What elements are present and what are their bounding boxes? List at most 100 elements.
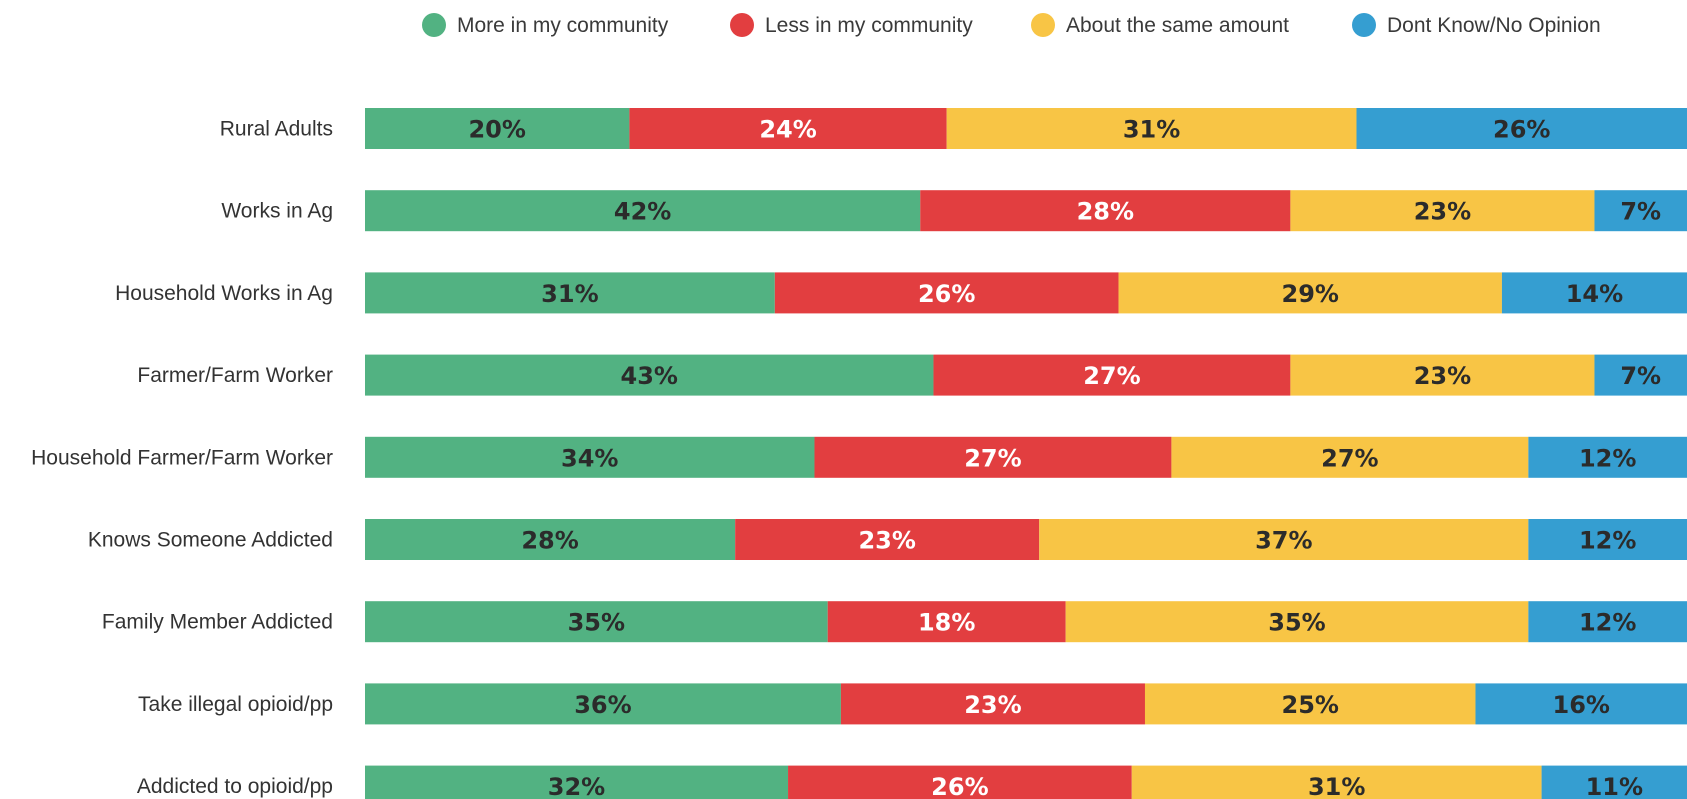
data-label-about-the-same-amount-works-in-ag: 23% (1414, 198, 1471, 226)
chart-legend: More in my community Less in my community… (422, 13, 1601, 37)
bar-segment-less-in-my-community-household-farmer-farm-worker (814, 436, 1172, 478)
bar-segment-more-in-my-community-rural-adults (365, 108, 630, 149)
data-label-more-in-my-community-rural-adults: 20% (468, 116, 525, 144)
legend-swatch-about-the-same-amount (1031, 13, 1055, 37)
data-label-dont-know-no-opinion-family-member-addicted: 12% (1579, 609, 1636, 637)
bar-segment-about-the-same-amount-household-works-in-ag (1118, 272, 1502, 314)
bar-row-household-farmer-farm-worker: 34% 27% 27% 12% (365, 436, 1687, 478)
data-label-about-the-same-amount-farmer-farm-worker: 23% (1414, 362, 1471, 390)
bar-segment-dont-know-no-opinion-works-in-ag (1594, 190, 1687, 232)
bar-segment-more-in-my-community-household-farmer-farm-worker (365, 436, 815, 478)
legend-item-less-in-my-community: Less in my community (730, 13, 973, 37)
bar-segment-less-in-my-community-farmer-farm-worker (933, 354, 1291, 396)
data-label-more-in-my-community-works-in-ag: 42% (614, 198, 671, 226)
data-label-about-the-same-amount-household-farmer-farm-worker: 27% (1321, 444, 1378, 472)
category-labels: Rural Adults Works in Ag Household Works i… (31, 118, 333, 799)
category-label-addicted-to-opioid-pp: Addicted to opioid/pp (137, 775, 333, 798)
bar-row-works-in-ag: 42% 28% 23% 7% (365, 190, 1687, 232)
data-label-less-in-my-community-rural-adults: 24% (759, 116, 816, 144)
data-label-about-the-same-amount-family-member-addicted: 35% (1268, 609, 1325, 637)
data-label-more-in-my-community-household-farmer-farm-worker: 34% (561, 444, 618, 472)
category-label-knows-someone-addicted: Knows Someone Addicted (88, 529, 333, 552)
legend-swatch-dont-know-no-opinion (1352, 13, 1376, 37)
data-label-less-in-my-community-take-illegal-opioid-pp: 23% (964, 691, 1021, 719)
legend-label-less-in-my-community: Less in my community (765, 14, 973, 37)
bar-segment-about-the-same-amount-family-member-addicted (1065, 601, 1529, 643)
data-label-about-the-same-amount-household-works-in-ag: 29% (1282, 280, 1339, 308)
bar-segment-less-in-my-community-knows-someone-addicted (735, 519, 1040, 560)
legend-item-dont-know-no-opinion: Dont Know/No Opinion (1352, 13, 1601, 37)
bar-segment-less-in-my-community-addicted-to-opioid-pp (788, 765, 1132, 799)
category-label-take-illegal-opioid-pp: Take illegal opioid/pp (138, 693, 333, 716)
legend-swatch-more-in-my-community (422, 13, 446, 37)
data-label-about-the-same-amount-rural-adults: 31% (1123, 116, 1180, 144)
legend-item-more-in-my-community: More in my community (422, 13, 669, 37)
data-label-less-in-my-community-works-in-ag: 28% (1077, 198, 1134, 226)
bar-segment-dont-know-no-opinion-family-member-addicted (1528, 601, 1687, 643)
bar-segment-about-the-same-amount-farmer-farm-worker (1290, 354, 1595, 396)
data-label-dont-know-no-opinion-farmer-farm-worker: 7% (1620, 362, 1661, 390)
bar-row-farmer-farm-worker: 43% 27% 23% 7% (365, 354, 1687, 396)
data-label-more-in-my-community-household-works-in-ag: 31% (541, 280, 598, 308)
legend-label-dont-know-no-opinion: Dont Know/No Opinion (1387, 14, 1601, 37)
bar-segment-more-in-my-community-farmer-farm-worker (365, 354, 934, 396)
legend-swatch-less-in-my-community (730, 13, 754, 37)
bar-segment-more-in-my-community-knows-someone-addicted (365, 519, 736, 560)
data-label-dont-know-no-opinion-addicted-to-opioid-pp: 11% (1586, 773, 1643, 799)
data-label-more-in-my-community-farmer-farm-worker: 43% (621, 362, 678, 390)
bar-segment-dont-know-no-opinion-rural-adults (1356, 108, 1687, 149)
bar-segment-dont-know-no-opinion-household-farmer-farm-worker (1528, 436, 1687, 478)
bar-segment-about-the-same-amount-household-farmer-farm-worker (1171, 436, 1529, 478)
bar-segment-more-in-my-community-addicted-to-opioid-pp (365, 765, 789, 799)
bar-row-knows-someone-addicted: 28% 23% 37% 12% (365, 519, 1687, 560)
bar-segment-about-the-same-amount-addicted-to-opioid-pp (1131, 765, 1542, 799)
data-label-less-in-my-community-knows-someone-addicted: 23% (858, 527, 915, 555)
data-label-about-the-same-amount-knows-someone-addicted: 37% (1255, 527, 1312, 555)
data-label-dont-know-no-opinion-rural-adults: 26% (1493, 116, 1550, 144)
bar-segment-dont-know-no-opinion-knows-someone-addicted (1528, 519, 1687, 560)
bar-segment-dont-know-no-opinion-take-illegal-opioid-pp (1475, 683, 1687, 725)
bar-segment-more-in-my-community-family-member-addicted (365, 601, 828, 643)
bar-segment-about-the-same-amount-rural-adults (946, 108, 1357, 149)
category-label-farmer-farm-worker: Farmer/Farm Worker (137, 364, 333, 387)
data-label-more-in-my-community-addicted-to-opioid-pp: 32% (548, 773, 605, 799)
bar-segment-dont-know-no-opinion-household-works-in-ag (1501, 272, 1687, 314)
data-label-less-in-my-community-farmer-farm-worker: 27% (1083, 362, 1140, 390)
bar-row-family-member-addicted: 35% 18% 35% 12% (365, 601, 1687, 643)
bar-segment-dont-know-no-opinion-addicted-to-opioid-pp (1541, 765, 1687, 799)
bar-segment-more-in-my-community-works-in-ag (365, 190, 921, 232)
data-label-less-in-my-community-household-farmer-farm-worker: 27% (964, 444, 1021, 472)
data-label-less-in-my-community-addicted-to-opioid-pp: 26% (931, 773, 988, 799)
bar-segment-less-in-my-community-family-member-addicted (827, 601, 1066, 643)
bars: 20% 24% 31% 26% 42% 28% 23% 7% 31% 26% 29% 14% 43% 27… (365, 108, 1687, 799)
category-label-rural-adults: Rural Adults (220, 118, 333, 141)
data-label-about-the-same-amount-take-illegal-opioid-pp: 25% (1282, 691, 1339, 719)
bar-segment-more-in-my-community-household-works-in-ag (365, 272, 775, 314)
bar-row-household-works-in-ag: 31% 26% 29% 14% (365, 272, 1687, 314)
data-label-more-in-my-community-family-member-addicted: 35% (568, 609, 625, 637)
bar-segment-about-the-same-amount-take-illegal-opioid-pp (1144, 683, 1476, 725)
bar-segment-more-in-my-community-take-illegal-opioid-pp (365, 683, 841, 725)
category-label-works-in-ag: Works in Ag (221, 200, 333, 223)
category-label-household-works-in-ag: Household Works in Ag (115, 282, 333, 305)
bar-segment-dont-know-no-opinion-farmer-farm-worker (1594, 354, 1687, 396)
data-label-less-in-my-community-family-member-addicted: 18% (918, 609, 975, 637)
category-label-household-farmer-farm-worker: Household Farmer/Farm Worker (31, 446, 333, 469)
legend-label-more-in-my-community: More in my community (457, 14, 669, 37)
bar-segment-less-in-my-community-rural-adults (629, 108, 947, 149)
data-label-less-in-my-community-household-works-in-ag: 26% (918, 280, 975, 308)
data-label-dont-know-no-opinion-works-in-ag: 7% (1620, 198, 1661, 226)
category-label-family-member-addicted: Family Member Addicted (102, 611, 333, 634)
bar-row-rural-adults: 20% 24% 31% 26% (365, 108, 1687, 149)
bar-segment-less-in-my-community-works-in-ag (920, 190, 1291, 232)
data-label-dont-know-no-opinion-knows-someone-addicted: 12% (1579, 527, 1636, 555)
legend-item-about-the-same-amount: About the same amount (1031, 13, 1289, 37)
bar-row-take-illegal-opioid-pp: 36% 23% 25% 16% (365, 683, 1687, 725)
data-label-dont-know-no-opinion-household-farmer-farm-worker: 12% (1579, 444, 1636, 472)
data-label-dont-know-no-opinion-household-works-in-ag: 14% (1566, 280, 1623, 308)
bar-segment-less-in-my-community-household-works-in-ag (774, 272, 1119, 314)
data-label-more-in-my-community-take-illegal-opioid-pp: 36% (574, 691, 631, 719)
data-label-about-the-same-amount-addicted-to-opioid-pp: 31% (1308, 773, 1365, 799)
bar-segment-about-the-same-amount-knows-someone-addicted (1039, 519, 1529, 560)
